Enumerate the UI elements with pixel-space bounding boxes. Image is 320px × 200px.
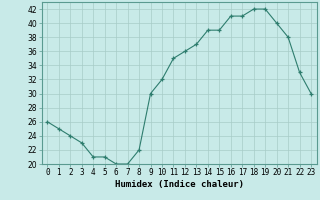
X-axis label: Humidex (Indice chaleur): Humidex (Indice chaleur) (115, 180, 244, 189)
